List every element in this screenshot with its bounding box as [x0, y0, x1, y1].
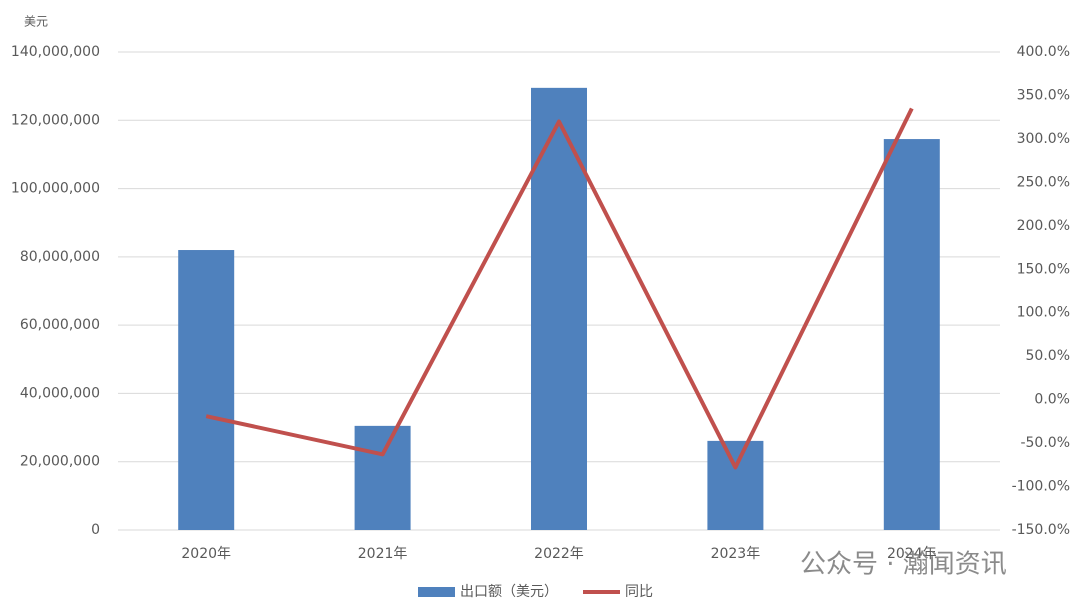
- y2-tick-label: 250.0%: [1017, 174, 1070, 190]
- legend-label: 同比: [625, 584, 653, 600]
- y2-tick-label: 150.0%: [1017, 261, 1070, 277]
- y-tick-label: 60,000,000: [20, 317, 100, 333]
- y2-tick-label: 400.0%: [1017, 44, 1070, 60]
- bar: [354, 425, 411, 530]
- legend-swatch: [418, 587, 455, 597]
- x-tick-label: 2021年: [358, 546, 408, 562]
- bar: [883, 139, 940, 531]
- x-tick-label: 2020年: [181, 546, 231, 562]
- y2-tick-label: 100.0%: [1017, 305, 1070, 321]
- line: [205, 107, 914, 470]
- y-tick-label: 0: [91, 522, 100, 538]
- y-tick-label: 100,000,000: [11, 181, 100, 197]
- y2-tick-label: -150.0%: [1012, 522, 1070, 538]
- watermark: 公众号 · 瀚闻资讯: [800, 550, 1007, 580]
- y2-tick-label: 300.0%: [1017, 131, 1070, 147]
- bar: [531, 87, 587, 530]
- y2-tick-label: 0.0%: [1034, 392, 1070, 408]
- bar: [707, 440, 764, 530]
- y-tick-label: 80,000,000: [20, 249, 100, 265]
- bar: [178, 250, 235, 530]
- legend-label: 出口额（美元）: [460, 584, 558, 600]
- x-tick-label: 2022年: [534, 546, 584, 562]
- y-tick-label: 140,000,000: [11, 44, 100, 60]
- y2-tick-label: -100.0%: [1012, 479, 1070, 495]
- y2-tick-label: -50.0%: [1020, 435, 1070, 451]
- x-tick-label: 2023年: [711, 546, 761, 562]
- y-tick-label: 40,000,000: [20, 385, 100, 401]
- y2-tick-label: 350.0%: [1017, 87, 1070, 103]
- y-tick-label: 120,000,000: [11, 112, 100, 128]
- y2-tick-label: 200.0%: [1017, 218, 1070, 234]
- y-unit-label: 美元: [24, 15, 48, 29]
- x-tick-label: 2024年: [887, 546, 937, 562]
- y-tick-label: 20,000,000: [20, 454, 100, 470]
- y2-tick-label: 50.0%: [1026, 348, 1070, 364]
